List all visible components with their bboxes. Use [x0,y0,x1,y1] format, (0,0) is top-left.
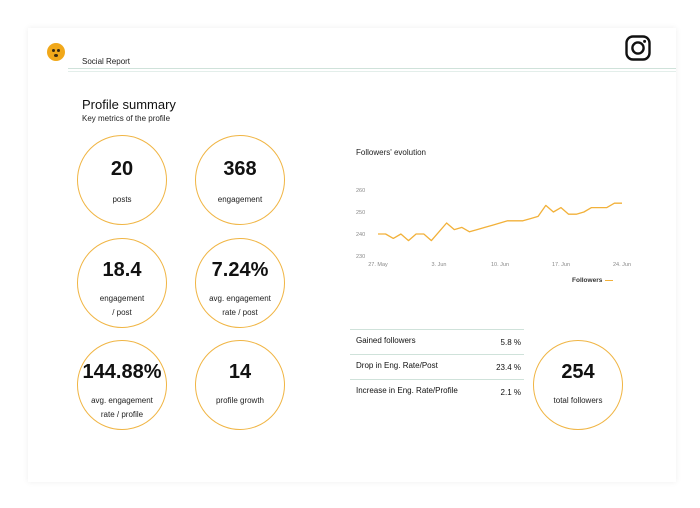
x-tick-label: 3. Jun [432,262,447,268]
metric-engagement-per-post: 18.4 engagement / post [77,238,167,328]
metric-value: 368 [223,158,257,180]
y-tick-label: 250 [356,210,365,216]
metric-label: profile growth [215,396,265,405]
metric-value: 254 [561,361,595,383]
metric-label: avg. engagement [209,294,271,303]
metric-value: 18.4 [102,259,142,281]
metric-avg-engagement-rate-profile: 144.88% avg. engagement rate / profile [77,340,167,430]
series-line-followers [378,202,622,242]
stat-label: Gained followers [356,336,416,345]
face-logo-icon [47,43,65,61]
metric-label-line2: / post [112,308,132,317]
x-tick-label: 17. Jun [552,262,570,268]
report-title: Social Report [82,57,131,66]
metric-value: 144.88% [82,361,162,383]
header-divider [68,68,676,69]
metric-value: 14 [228,361,252,383]
metric-label: engagement [217,195,263,204]
metric-profile-growth: 14 profile growth [195,340,285,430]
legend-swatch [605,279,614,281]
stat-value: 5.8 % [500,338,521,347]
metric-label: posts [112,195,132,204]
table-row: Increase in Eng. Rate/Profile 2.1 % [350,379,524,404]
legend-label: Followers [572,277,603,284]
metric-avg-engagement-rate-post: 7.24% avg. engagement rate / post [195,238,285,328]
chart-legend-followers: Followers [572,277,614,284]
metric-total-followers: 254 total followers [533,340,623,430]
stats-table: Gained followers 5.8 % Drop in Eng. Rate… [350,329,524,404]
instagram-icon[interactable] [625,35,651,61]
followers-line-chart: 230 240 250 260 27. May 3. Jun 10. Jun 17. Jun 2… [356,188,631,268]
y-tick-label: 230 [356,254,365,260]
x-tick-label: 27. May [368,262,388,268]
metric-value: 7.24% [211,259,269,281]
metric-label-line2: rate / profile [100,410,144,419]
profile-summary-subtitle: Key metrics of the profile [82,114,171,123]
metric-engagement: 368 engagement [195,135,285,225]
header-divider-secondary [68,71,676,72]
profile-summary-title: Profile summary [82,97,176,112]
table-row: Drop in Eng. Rate/Post 23.4 % [350,354,524,379]
metric-label: total followers [553,396,603,405]
metric-posts: 20 posts [77,135,167,225]
y-tick-label: 240 [356,232,365,238]
x-tick-label: 10. Jun [491,262,509,268]
chart-title: Followers' evolution [356,148,427,157]
metric-label-line2: rate / post [222,308,258,317]
stat-label: Increase in Eng. Rate/Profile [356,386,458,395]
metric-label: engagement [99,294,145,303]
stat-value: 23.4 % [496,363,521,372]
metric-value: 20 [110,158,134,180]
metric-label: avg. engagement [91,396,153,405]
x-tick-label: 24. Jun [613,262,631,268]
stat-value: 2.1 % [500,388,521,397]
table-row: Gained followers 5.8 % [350,329,524,354]
stat-label: Drop in Eng. Rate/Post [356,361,438,370]
y-tick-label: 260 [356,188,365,194]
